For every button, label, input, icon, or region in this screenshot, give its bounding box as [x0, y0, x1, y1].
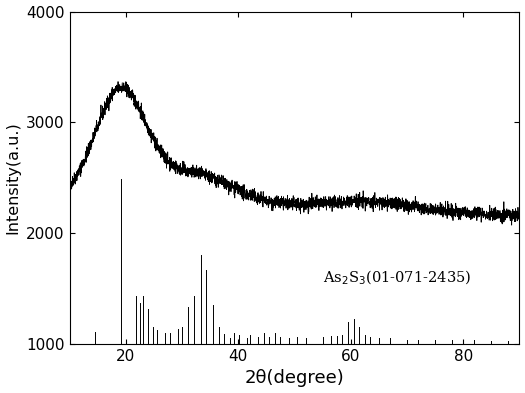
Y-axis label: Intensity(a.u.): Intensity(a.u.): [6, 121, 20, 234]
X-axis label: 2θ(degree): 2θ(degree): [245, 369, 344, 387]
Text: As$_2$S$_3$(01-071-2435): As$_2$S$_3$(01-071-2435): [323, 268, 471, 287]
